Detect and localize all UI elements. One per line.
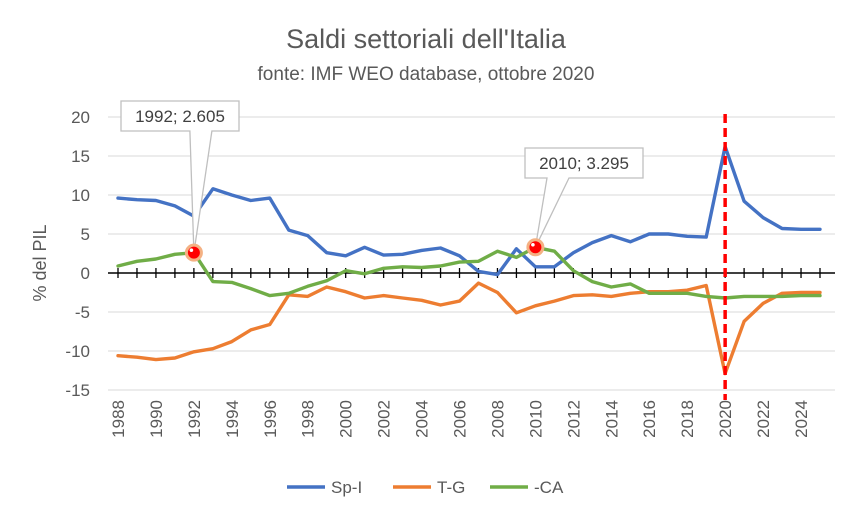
x-tick-label: 2008: [488, 400, 507, 438]
x-tick-label: 2022: [754, 400, 773, 438]
marker-highlight: [189, 248, 194, 252]
y-tick-label: -5: [75, 303, 90, 322]
x-tick-label: 2014: [602, 400, 621, 438]
y-tick-label: 20: [71, 108, 90, 127]
x-tick-label: 2020: [716, 400, 735, 438]
annotations: 1992; 2.605 2010; 3.295: [120, 100, 644, 262]
x-tick-label: 1992: [185, 400, 204, 438]
x-tick-label: 1990: [147, 400, 166, 438]
series-line-ca: [116, 245, 822, 300]
x-tick-label: 1996: [261, 400, 280, 438]
legend: Sp-I T-G -CA: [287, 478, 564, 497]
x-tick-label: 2000: [337, 400, 356, 438]
chart-subtitle: fonte: IMF WEO database, ottobre 2020: [258, 64, 595, 85]
x-tick-label: 2024: [792, 400, 811, 438]
callout-label: 1992; 2.605: [135, 107, 225, 126]
callout-box: [120, 100, 240, 253]
x-tick-label: 2010: [526, 400, 545, 438]
x-tick-label: 2016: [640, 400, 659, 438]
x-axis: [108, 268, 835, 278]
x-tick-label: 2006: [451, 400, 470, 438]
y-tick-label: 5: [81, 225, 90, 244]
x-tick-label: 1994: [223, 400, 242, 438]
highlight-marker: [526, 238, 545, 257]
x-tick-label: 2004: [413, 400, 432, 438]
x-tick-label: 1988: [109, 400, 128, 438]
chart-title: Saldi settoriali dell'Italia: [286, 24, 567, 54]
callout-box: [524, 147, 644, 248]
legend-label: Sp-I: [331, 478, 362, 497]
y-axis-label: % del PIL: [30, 224, 50, 301]
x-tick-label: 2018: [678, 400, 697, 438]
legend-label: -CA: [534, 478, 564, 497]
x-tick-label: 2012: [564, 400, 583, 438]
series-lines: [116, 144, 822, 376]
y-tick-label: -10: [65, 342, 90, 361]
y-tick-label: 15: [71, 147, 90, 166]
y-tick-label: -15: [65, 381, 90, 400]
y-tick-label: 0: [81, 264, 90, 283]
y-axis-ticks: 20 15 10 5 0 -5 -10 -15: [65, 108, 90, 400]
legend-label: T-G: [437, 478, 465, 497]
y-tick-label: 10: [71, 186, 90, 205]
series-line-t-g: [116, 281, 822, 376]
x-tick-label: 1998: [299, 400, 318, 438]
x-axis-ticks: 1988 1990 1992 1994 1996 1998 2000 2002 2004 2006…: [109, 400, 811, 438]
marker-highlight: [531, 242, 535, 247]
x-tick-label: 2002: [375, 400, 394, 438]
series-line-sp-i: [116, 144, 822, 277]
callout-label: 2010; 3.295: [539, 154, 629, 173]
highlight-marker: [184, 243, 203, 262]
